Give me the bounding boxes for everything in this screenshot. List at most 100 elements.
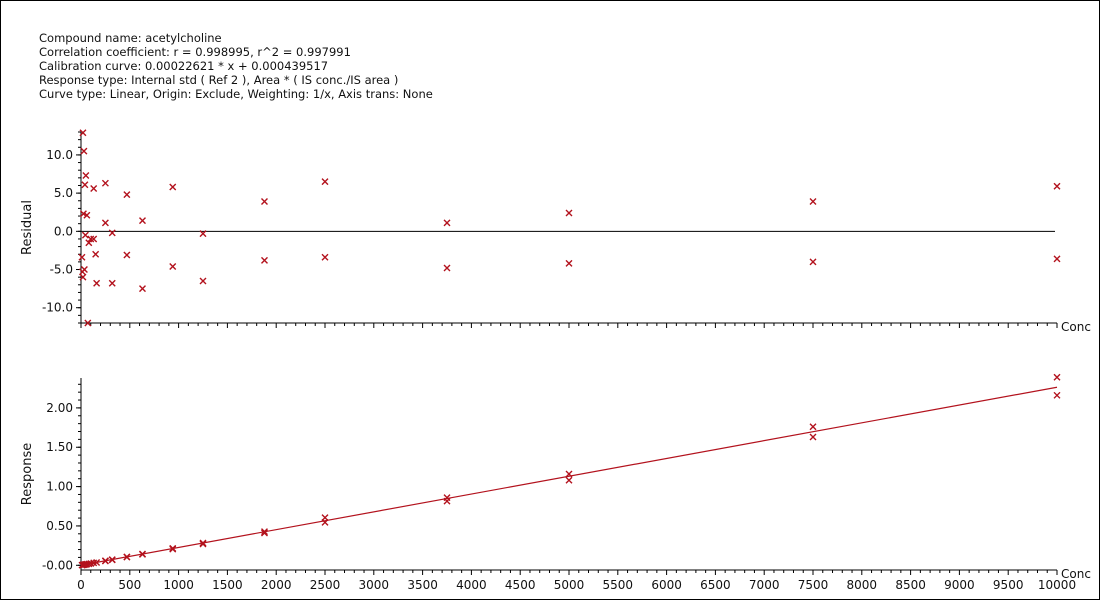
response-data-point: [199, 540, 207, 548]
x-tick-label: 7000: [749, 578, 780, 592]
residual-y-tick-label: 5.0: [54, 186, 73, 200]
curve-type: Curve type: Linear, Origin: Exclude, Wei…: [39, 87, 433, 101]
residual-data-point: [123, 251, 131, 259]
residual-data-point: [443, 264, 451, 272]
compound-info-panel: Compound name: acetylcholine Correlation…: [39, 31, 433, 101]
calibration-fit-line: [80, 386, 1058, 566]
residual-data-point: [81, 181, 89, 189]
residual-data-point: [169, 183, 177, 191]
residual-data-point: [78, 253, 86, 261]
residual-data-point: [80, 147, 88, 155]
residual-y-tick-label: 10.0: [46, 148, 73, 162]
residual-data-point: [101, 219, 109, 227]
residual-data-point: [82, 172, 90, 180]
x-tick-label: 5500: [603, 578, 634, 592]
residual-data-point: [321, 178, 329, 186]
residual-data-point: [809, 198, 817, 206]
response-data-point: [199, 539, 207, 547]
residual-data-point: [1053, 182, 1061, 190]
x-tick-label: 1500: [212, 578, 243, 592]
x-tick-label: 9000: [944, 578, 975, 592]
response-y-axis-label: Response: [20, 443, 35, 505]
response-y-tick-label: -0.00: [42, 558, 73, 572]
residual-data-point: [260, 198, 268, 206]
residual-data-point: [92, 250, 100, 258]
response-data-point: [809, 433, 817, 441]
response-y-tick-label: 0.50: [46, 519, 73, 533]
response-data-point: [260, 528, 268, 536]
response-data-point: [260, 529, 268, 537]
residual-data-point: [260, 256, 268, 264]
residual-data-point: [79, 210, 87, 218]
compound-name: Compound name: acetylcholine: [39, 31, 222, 45]
residual-data-point: [199, 230, 207, 238]
residual-x-axis-label: Conc: [1061, 320, 1091, 334]
response-data-point: [1053, 391, 1061, 399]
residual-y-tick-label: -10.0: [42, 301, 73, 315]
residual-data-point: [169, 262, 177, 270]
x-tick-label: 8000: [847, 578, 878, 592]
residual-data-point: [80, 266, 88, 274]
residual-data-point: [108, 229, 116, 237]
residual-data-point: [87, 235, 95, 243]
residual-data-point: [321, 253, 329, 261]
residual-y-tick-label: -5.0: [50, 263, 73, 277]
x-tick-label: 4500: [505, 578, 536, 592]
calibration-curve: Calibration curve: 0.00022621 * x + 0.00…: [39, 59, 329, 73]
residual-data-point: [84, 319, 92, 327]
x-tick-label: 5000: [554, 578, 585, 592]
response-data-point: [169, 545, 177, 553]
residual-y-axis-label: Residual: [20, 200, 35, 255]
x-tick-label: 6000: [651, 578, 682, 592]
response-data-point: [108, 556, 116, 564]
correlation-coefficient: Correlation coefficient: r = 0.998995, r…: [39, 45, 351, 59]
residual-data-point: [565, 209, 573, 217]
response-data-point: [443, 497, 451, 505]
residual-data-point: [81, 231, 89, 239]
residual-data-point: [199, 277, 207, 285]
residual-data-point: [443, 219, 451, 227]
x-tick-label: 7500: [798, 578, 829, 592]
response-data-point: [93, 558, 101, 566]
x-tick-label: 8500: [895, 578, 926, 592]
response-data-point: [321, 518, 329, 526]
response-data-point: [1053, 373, 1061, 381]
response-data-point: [123, 553, 131, 561]
x-tick-label: 4000: [456, 578, 487, 592]
residual-data-point: [123, 191, 131, 199]
x-tick-label: 1000: [163, 578, 194, 592]
x-tick-label: 2500: [310, 578, 341, 592]
residual-data-point: [809, 258, 817, 266]
residual-data-point: [93, 279, 101, 287]
x-tick-label: 10000: [1038, 578, 1076, 592]
response-type: Response type: Internal std ( Ref 2 ), A…: [39, 73, 399, 87]
x-tick-label: 3000: [359, 578, 390, 592]
response-data-point: [565, 476, 573, 484]
response-data-point: [809, 423, 817, 431]
residual-data-point: [101, 179, 109, 187]
x-tick-label: 3500: [407, 578, 438, 592]
residual-data-point: [1053, 255, 1061, 263]
residual-data-point: [79, 129, 87, 137]
response-y-tick-label: 1.50: [46, 440, 73, 454]
residual-data-point: [79, 273, 87, 281]
response-data-point: [101, 557, 109, 565]
response-data-point: [138, 550, 146, 558]
response-y-tick-label: 2.00: [46, 401, 73, 415]
residual-data-point: [90, 185, 98, 193]
residual-data-point: [90, 235, 98, 243]
response-x-axis-label: Conc: [1061, 567, 1091, 581]
x-tick-label: 6500: [700, 578, 731, 592]
residual-data-point: [138, 217, 146, 225]
residual-data-point: [85, 239, 93, 247]
x-tick-label: 9500: [993, 578, 1024, 592]
response-data-point: [565, 470, 573, 478]
x-tick-label: 0: [77, 578, 85, 592]
residual-y-tick-label: 0.0: [54, 224, 73, 238]
x-tick-label: 500: [118, 578, 141, 592]
response-y-tick-label: 1.00: [46, 480, 73, 494]
residual-data-point: [108, 279, 116, 287]
x-tick-label: 2000: [261, 578, 292, 592]
